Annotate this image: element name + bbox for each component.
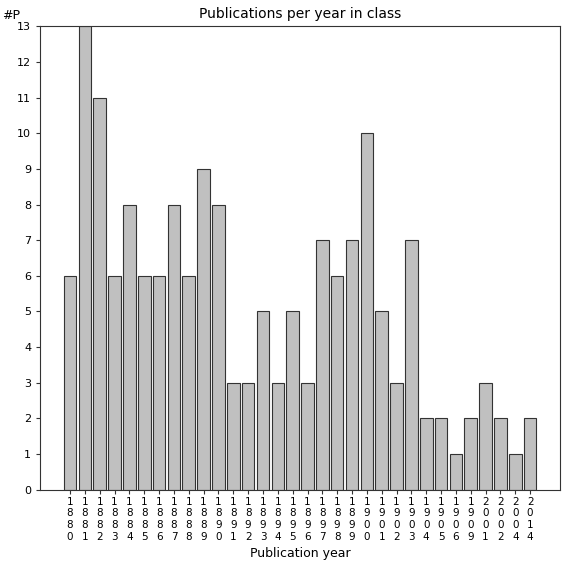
X-axis label: Publication year: Publication year (250, 547, 350, 560)
Bar (361, 133, 373, 490)
Bar (168, 205, 180, 490)
Bar (257, 311, 269, 490)
Bar (108, 276, 121, 490)
Title: Publications per year in class: Publications per year in class (199, 7, 401, 21)
Bar (123, 205, 136, 490)
Bar (272, 383, 284, 490)
Bar (94, 98, 106, 490)
Bar (301, 383, 314, 490)
Bar (79, 26, 91, 490)
Bar (286, 311, 299, 490)
Y-axis label: #P: #P (2, 9, 20, 22)
Bar (375, 311, 388, 490)
Bar (138, 276, 151, 490)
Bar (227, 383, 240, 490)
Bar (405, 240, 418, 490)
Bar (153, 276, 166, 490)
Bar (479, 383, 492, 490)
Bar (64, 276, 77, 490)
Bar (524, 418, 536, 490)
Bar (242, 383, 255, 490)
Bar (420, 418, 433, 490)
Bar (390, 383, 403, 490)
Bar (183, 276, 195, 490)
Bar (197, 169, 210, 490)
Bar (494, 418, 507, 490)
Bar (212, 205, 225, 490)
Bar (464, 418, 477, 490)
Bar (435, 418, 447, 490)
Bar (450, 454, 462, 490)
Bar (346, 240, 358, 490)
Bar (316, 240, 329, 490)
Bar (331, 276, 344, 490)
Bar (509, 454, 522, 490)
